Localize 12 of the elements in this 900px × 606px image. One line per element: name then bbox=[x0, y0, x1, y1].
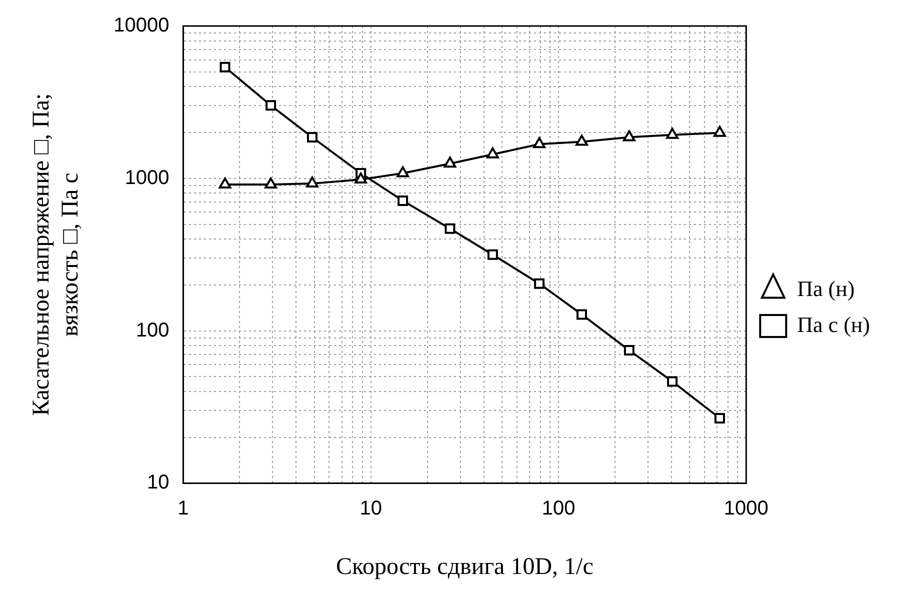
legend-label: Па (н) bbox=[797, 276, 855, 301]
y-tick-label: 100 bbox=[136, 319, 170, 342]
x-tick-label: 100 bbox=[542, 498, 576, 520]
y-axis-title: Касательное напряжение □, Па; вязкость □, Па с bbox=[28, 93, 84, 416]
x-tick-label: 10 bbox=[360, 498, 382, 520]
x-axis-title: Скорость сдвига 10D, 1/с bbox=[336, 554, 594, 580]
legend-label: Па с (н) bbox=[797, 312, 870, 337]
x-tick-label: 1 bbox=[178, 498, 189, 520]
x-tick-label: 1000 bbox=[724, 498, 768, 520]
y-tick-label: 10000 bbox=[114, 14, 170, 37]
y-tick-label: 1000 bbox=[124, 166, 170, 189]
y-tick-label: 10 bbox=[146, 472, 170, 494]
